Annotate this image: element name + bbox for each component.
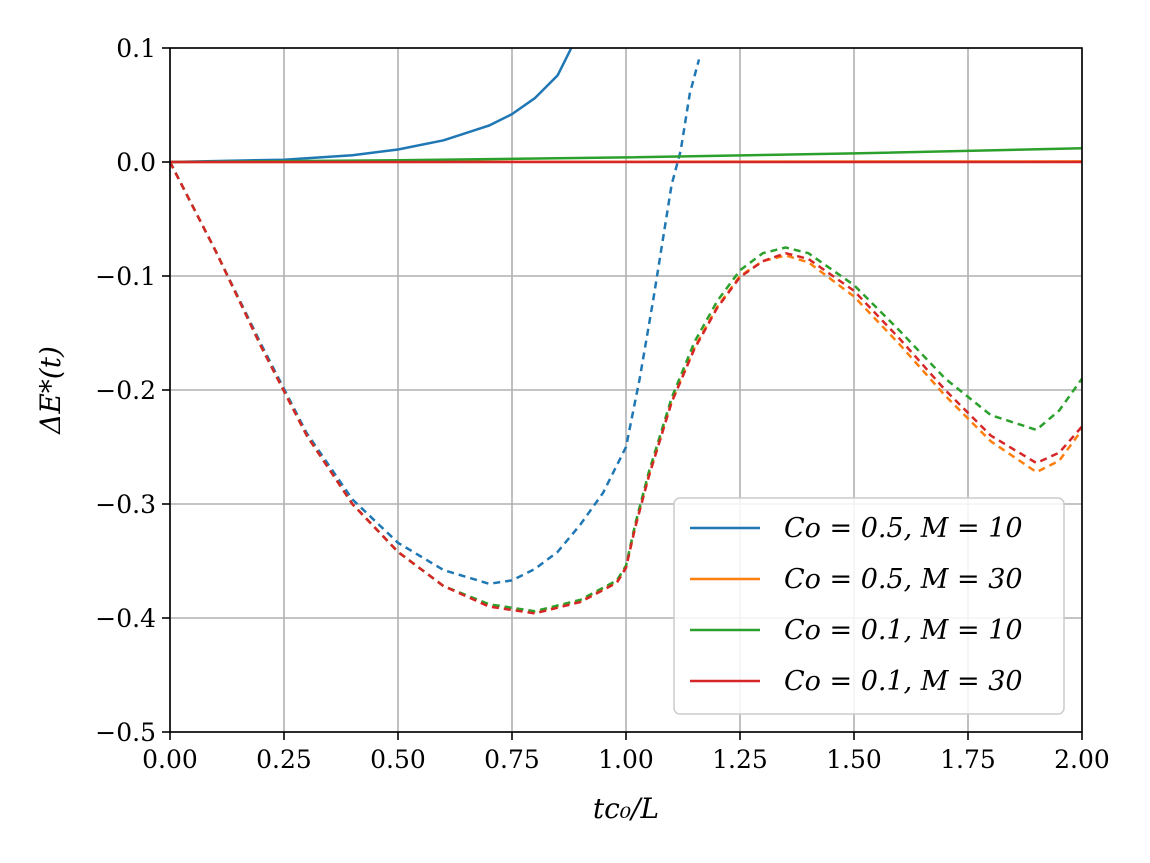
legend-entry: Co = 0.1, M = 10 xyxy=(690,615,1023,646)
x-tick-label: 0.25 xyxy=(256,745,312,774)
x-tick-label: 1.25 xyxy=(712,745,768,774)
x-tick-label: 0.00 xyxy=(142,745,198,774)
x-tick-label: 0.50 xyxy=(370,745,426,774)
series-3-dashed-line xyxy=(170,161,1082,615)
legend-label: Co = 0.1, M = 10 xyxy=(784,615,1023,646)
legend-entry: Co = 0.5, M = 30 xyxy=(690,564,1023,595)
y-tick-label: −0.1 xyxy=(95,262,156,291)
series-0-dashed-line xyxy=(170,59,701,586)
ticks xyxy=(162,47,1083,740)
y-tick-label: −0.4 xyxy=(95,604,156,633)
x-tick-label: 1.50 xyxy=(826,745,882,774)
x-tick-label: 2.00 xyxy=(1054,745,1110,774)
legend-label: Co = 0.5, M = 10 xyxy=(784,513,1023,544)
legend-entry: Co = 0.5, M = 10 xyxy=(690,513,1023,544)
legend-entry: Co = 0.1, M = 30 xyxy=(690,666,1023,697)
x-tick-label: 1.00 xyxy=(598,745,654,774)
legend-box xyxy=(673,497,1065,715)
y-tick-label: −0.5 xyxy=(95,718,156,747)
x-axis-label: tc₀/L xyxy=(593,792,659,825)
legend: Co = 0.5, M = 10 Co = 0.5, M = 30 Co = 0… xyxy=(673,497,1065,715)
series-0-solid-line xyxy=(170,48,573,164)
y-tick-label: −0.2 xyxy=(95,376,156,405)
tick-labels: 0.00 0.25 0.50 0.75 1.00 1.25 1.50 1.75 2.00 −0.5… xyxy=(95,34,1110,774)
y-axis-label: ΔE*(t) xyxy=(34,346,67,435)
series-layer xyxy=(170,48,1082,615)
x-tick-label: 1.75 xyxy=(940,745,996,774)
legend-label: Co = 0.1, M = 30 xyxy=(784,666,1023,697)
y-tick-label: 0.0 xyxy=(116,148,156,177)
legend-label: Co = 0.5, M = 30 xyxy=(784,564,1023,595)
y-tick-label: −0.3 xyxy=(95,490,156,519)
x-tick-label: 0.75 xyxy=(484,745,540,774)
y-tick-label: 0.1 xyxy=(116,34,156,63)
